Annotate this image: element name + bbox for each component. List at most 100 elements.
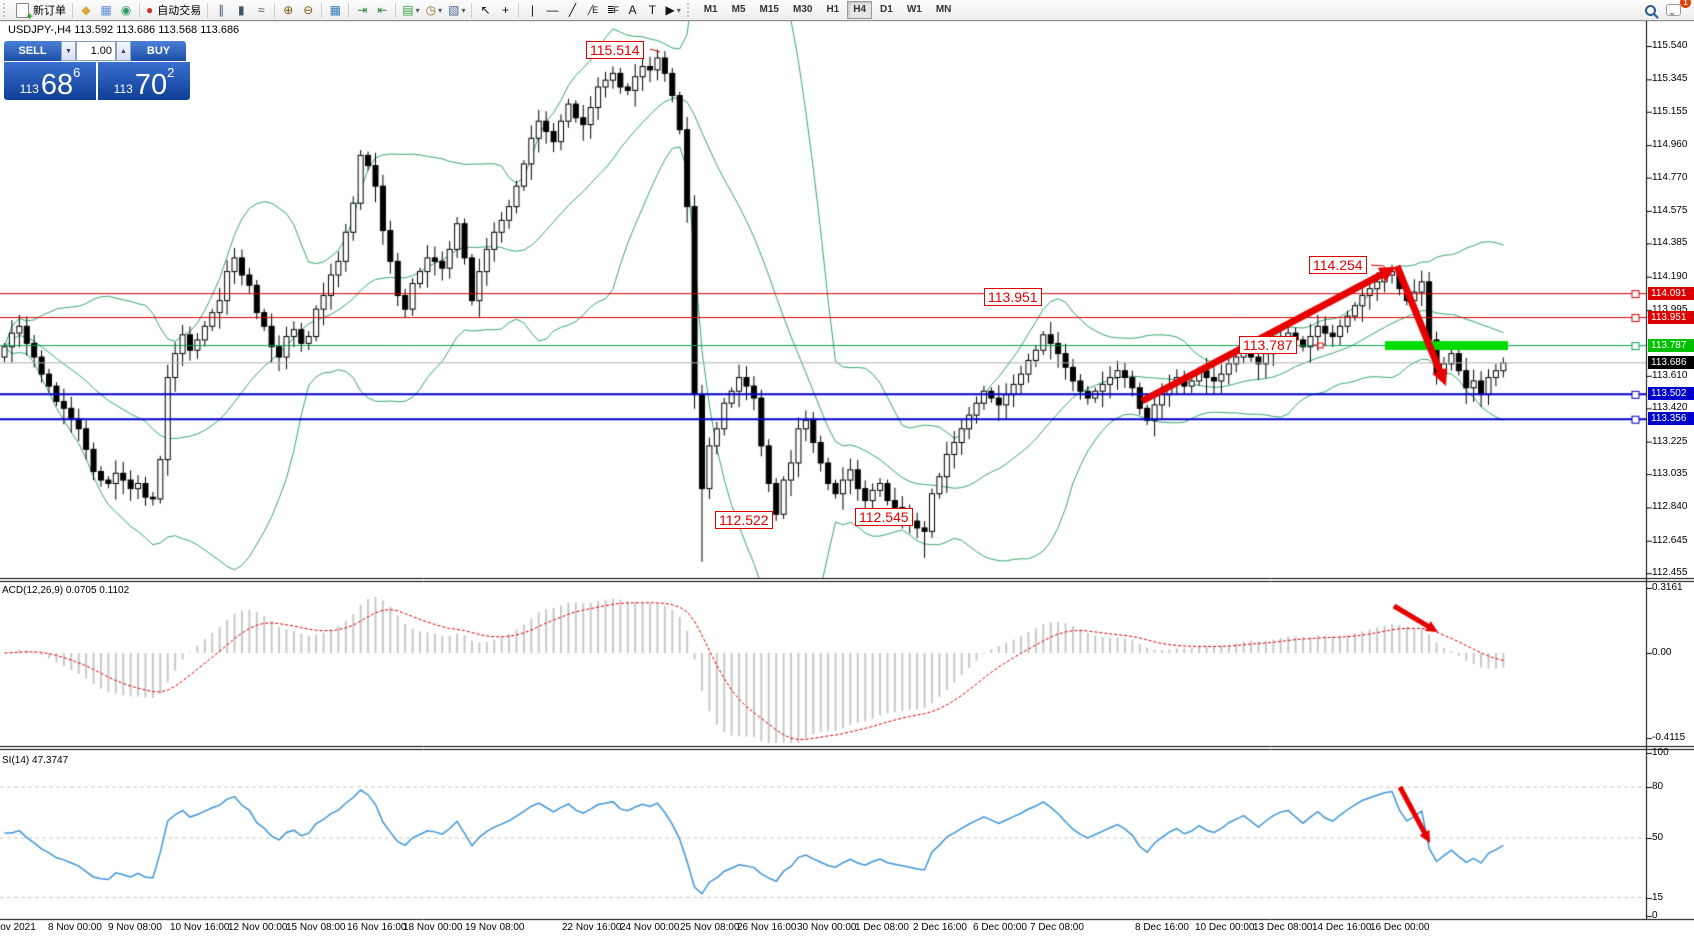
price-axis-tick-label: 113.610 [1652, 369, 1688, 381]
auto-trading-icon: ● [146, 3, 154, 17]
tab-timeframe-m30[interactable]: M30 [792, 4, 813, 15]
zoom-in-icon: ⊕ [283, 3, 294, 17]
zoom-out-button[interactable]: ⊖ [298, 1, 318, 19]
price-axis-badge: 113.502 [1648, 387, 1694, 401]
volume-increase-button[interactable]: ▲ [116, 41, 131, 61]
time-axis-label: 30 Nov 00:00 [797, 922, 857, 933]
toolbar-separator [395, 2, 397, 18]
price-axis-tick-label: 115.155 [1652, 105, 1688, 117]
plus-glyph: + [26, 10, 33, 23]
ask-price-panel[interactable]: 113 70 2 [98, 62, 190, 100]
new-order-button[interactable]: + 新订单 [13, 1, 69, 22]
add-indicator-icon: ▤ [402, 3, 414, 17]
price-annotation-label[interactable]: 112.545 [855, 508, 913, 526]
tab-timeframe-m15[interactable]: M15 [759, 4, 779, 15]
macd-axis-tick-label: 0.00 [1652, 647, 1672, 658]
volume-decrease-button[interactable]: ▼ [61, 41, 76, 61]
equidistant-channel-button[interactable]: ╱E [582, 1, 602, 19]
time-axis-label: 1 Dec 08:00 [855, 922, 909, 933]
toolbar-separator [518, 2, 520, 18]
zoom-in-button[interactable]: ⊕ [278, 1, 298, 19]
sell-button[interactable]: SELL [4, 41, 61, 61]
data-window-button[interactable]: ▦ [96, 1, 116, 19]
toolbar-separator [72, 2, 73, 18]
bid-price-big: 68 [40, 69, 74, 101]
time-axis-label: 9 Nov 08:00 [108, 922, 162, 933]
tab-timeframe-d1[interactable]: D1 [880, 4, 893, 15]
tile-windows-icon: ▦ [329, 3, 341, 17]
toolbar-separator [321, 2, 323, 18]
tab-timeframe-m5[interactable]: M5 [731, 4, 746, 15]
price-annotation-label[interactable]: 114.254 [1309, 256, 1367, 274]
zoom-out-icon: ⊖ [303, 3, 314, 17]
text-label-button[interactable]: T [642, 1, 662, 19]
bid-price-panel[interactable]: 113 68 6 [4, 62, 96, 100]
time-axis-label: 2 Dec 16:00 [913, 922, 967, 933]
tile-windows-button[interactable]: ▦ [325, 1, 345, 19]
price-annotation-label[interactable]: 115.514 [586, 41, 644, 59]
time-axis-label: 22 Nov 16:00 [562, 922, 622, 933]
signals-button[interactable]: ◉ [116, 1, 136, 19]
price-axis-tick-label: 114.960 [1652, 139, 1688, 151]
new-order-label: 新订单 [33, 5, 66, 17]
price-annotation-label[interactable]: 112.522 [715, 511, 773, 529]
periods-button[interactable]: ◷ ▾ [423, 1, 446, 19]
tab-timeframe-h1[interactable]: H1 [826, 4, 840, 15]
add-indicator-button[interactable]: ▤ ▾ [399, 1, 422, 19]
rsi-axis-tick-label: 0 [1652, 910, 1658, 921]
price-annotation-label[interactable]: 113.787 [1239, 336, 1297, 354]
line-chart-button[interactable]: ≈ [251, 1, 271, 19]
price-annotation-label[interactable]: 113.951 [984, 288, 1042, 306]
ask-price-prefix: 113 [113, 82, 133, 96]
auto-trading-button[interactable]: ● 自动交易 [143, 1, 204, 19]
vertical-line-button[interactable]: | [522, 1, 542, 19]
ask-price-sup: 2 [167, 65, 175, 80]
price-axis-tick-label: 113.420 [1652, 402, 1688, 414]
rsi-indicator-label: SI(14) 47.3747 [2, 755, 69, 766]
tab-timeframe-mn[interactable]: MN [935, 4, 952, 15]
arrows-icon: ▶ [665, 3, 675, 17]
main-toolbar: + 新订单 ◆ ▦ ◉ ● 自动交易 ∥ ▮ ≈ ⊕ ⊖ ▦ ⇥ ⇤ ▤ ▾ ◷ ▾ ▧ ▾ ↖ + | — ╱ ╱E ≣F A T ▶… [0, 0, 1694, 22]
crosshair-button[interactable]: + [495, 1, 515, 19]
new-order-icon: + [16, 2, 33, 22]
price-axis-tick-label: 112.645 [1652, 534, 1688, 546]
rsi-axis-tick-label: 50 [1652, 832, 1664, 843]
buy-button[interactable]: BUY [131, 41, 186, 61]
cursor-button[interactable]: ↖ [475, 1, 495, 19]
dropdown-caret-icon: ▾ [461, 5, 466, 15]
volume-input[interactable] [76, 41, 116, 61]
trendline-icon: ╱ [568, 3, 577, 17]
notifications-button[interactable]: 1 [1663, 0, 1691, 19]
time-axis-label: 18 Nov 00:00 [403, 922, 463, 933]
toolbar-grip[interactable] [3, 3, 9, 17]
time-axis-label: 8 Nov 00:00 [48, 922, 102, 933]
bid-price-sup: 6 [73, 65, 81, 80]
fibonacci-button[interactable]: ≣F [602, 1, 622, 19]
market-watch-button[interactable]: ◆ [76, 1, 96, 19]
horizontal-line-button[interactable]: — [542, 1, 562, 19]
dropdown-caret-icon: ▾ [676, 5, 681, 15]
time-axis-label: 14 Dec 16:00 [1312, 922, 1372, 933]
price-axis-badge: 114.091 [1648, 286, 1694, 300]
trendline-button[interactable]: ╱ [562, 1, 582, 19]
candlestick-chart-button[interactable]: ▮ [231, 1, 251, 19]
templates-button[interactable]: ▧ ▾ [445, 1, 468, 19]
chat-icon [1666, 4, 1681, 16]
tab-timeframe-h4[interactable]: H4 [847, 1, 873, 19]
price-axis-badge: 113.787 [1648, 338, 1694, 352]
toolbar-grip[interactable] [686, 3, 693, 17]
horizontal-line-icon: — [546, 3, 559, 17]
time-axis-label: Nov 2021 [0, 922, 36, 933]
bar-chart-button[interactable]: ∥ [211, 1, 231, 19]
arrows-button[interactable]: ▶ ▾ [662, 1, 683, 19]
ask-price-big: 70 [134, 69, 168, 101]
search-button[interactable] [1642, 1, 1663, 19]
tab-timeframe-w1[interactable]: W1 [906, 4, 922, 15]
auto-scroll-button[interactable]: ⇥ [352, 1, 372, 19]
chart-shift-button[interactable]: ⇤ [372, 1, 392, 19]
tab-timeframe-m1[interactable]: M1 [703, 4, 718, 15]
cursor-icon: ↖ [480, 3, 491, 17]
text-button[interactable]: A [622, 1, 642, 19]
time-axis-label: 12 Nov 00:00 [228, 922, 288, 933]
